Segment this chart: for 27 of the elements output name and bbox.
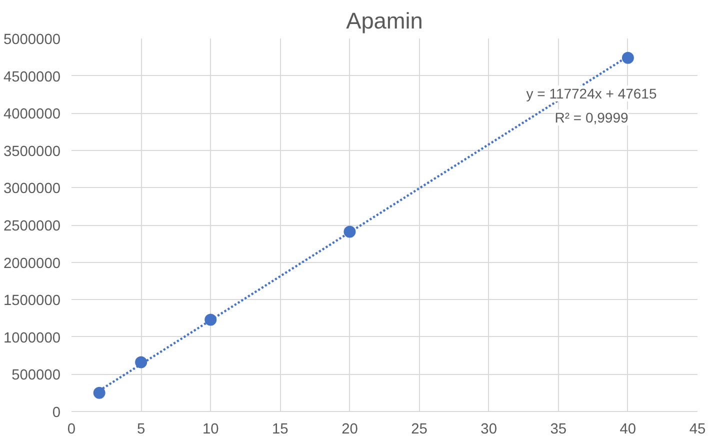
x-tick-label: 20: [342, 422, 358, 438]
x-tick-label: 0: [67, 422, 76, 438]
y-tick-label: 2500000: [3, 218, 61, 234]
x-tick-label: 40: [620, 422, 636, 438]
x-tick-label: 15: [272, 422, 288, 438]
annotation: y = 117724x + 47615: [526, 86, 657, 102]
annotation: R² = 0,9999: [554, 110, 628, 126]
x-tick-label: 5: [136, 422, 146, 438]
point: [622, 52, 634, 64]
y-tick-label: 0: [52, 405, 61, 421]
x-tick-label: 10: [202, 422, 219, 438]
x-tick-label: 30: [480, 422, 497, 438]
y-tick-label: 5000000: [3, 32, 61, 48]
chart-title: Apamin: [346, 8, 423, 34]
y-tick-label: 500000: [12, 368, 61, 384]
point: [93, 386, 106, 399]
y-tick-label: 2000000: [3, 256, 61, 272]
y-tick-label: 1000000: [3, 330, 61, 346]
y-tick-label: 4000000: [3, 106, 61, 123]
y-tick-label: 3000000: [3, 181, 61, 198]
x-tick-label: 25: [411, 422, 428, 438]
y-tick-label: 1500000: [3, 293, 61, 310]
point: [135, 356, 148, 368]
y-tick-label: 4500000: [3, 69, 61, 86]
x-tick-label: 35: [550, 422, 567, 438]
y-tick-label: 3500000: [3, 144, 61, 160]
x-tick-label: 45: [689, 422, 706, 438]
